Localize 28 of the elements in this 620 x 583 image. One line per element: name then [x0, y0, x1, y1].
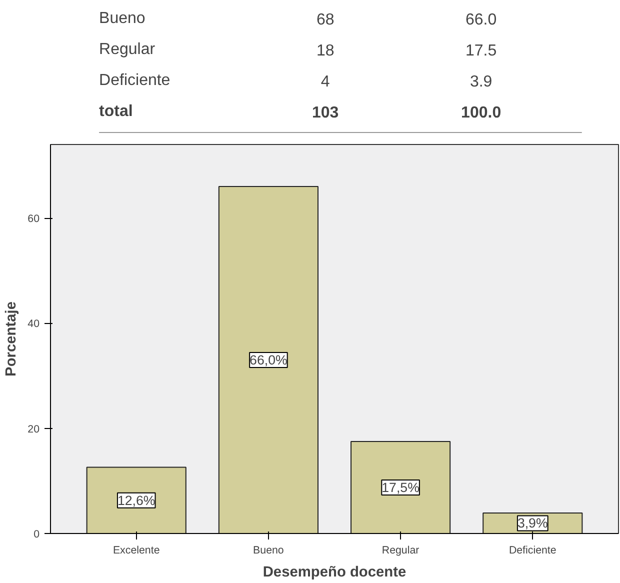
bar [218, 186, 318, 534]
text: 103 [312, 104, 339, 122]
text: 18 [316, 42, 334, 60]
x-axis-title: Desempeño docente [262, 564, 406, 580]
text: 17.5 [466, 42, 497, 60]
text: Bueno [99, 10, 146, 27]
text: 68 [316, 12, 334, 28]
data-label: 66,0% [250, 352, 288, 368]
bar [86, 466, 186, 534]
text: 3.9 [470, 74, 492, 90]
text: total [99, 103, 133, 120]
bar [350, 441, 451, 534]
x-tick-label: Bueno [253, 544, 284, 556]
text: Regular [99, 41, 156, 58]
x-tick-label: Regular [382, 544, 420, 556]
text: Deficiente [99, 72, 170, 89]
x-tick-label: Deficiente [508, 544, 556, 556]
y-tick-label: 60 [28, 213, 40, 226]
data-label: 17,5% [382, 480, 420, 496]
y-tick-label: 0 [34, 528, 40, 540]
data-label: 3,9% [517, 516, 548, 531]
text: 4 [320, 74, 330, 90]
text: 100.0 [461, 104, 502, 122]
y-tick-label: 20 [28, 423, 40, 436]
text: 66.0 [466, 12, 497, 28]
y-tick-label: 40 [28, 318, 40, 330]
x-tick-label: Excelente [112, 544, 160, 556]
y-axis-title: Porcentaje [4, 302, 20, 376]
